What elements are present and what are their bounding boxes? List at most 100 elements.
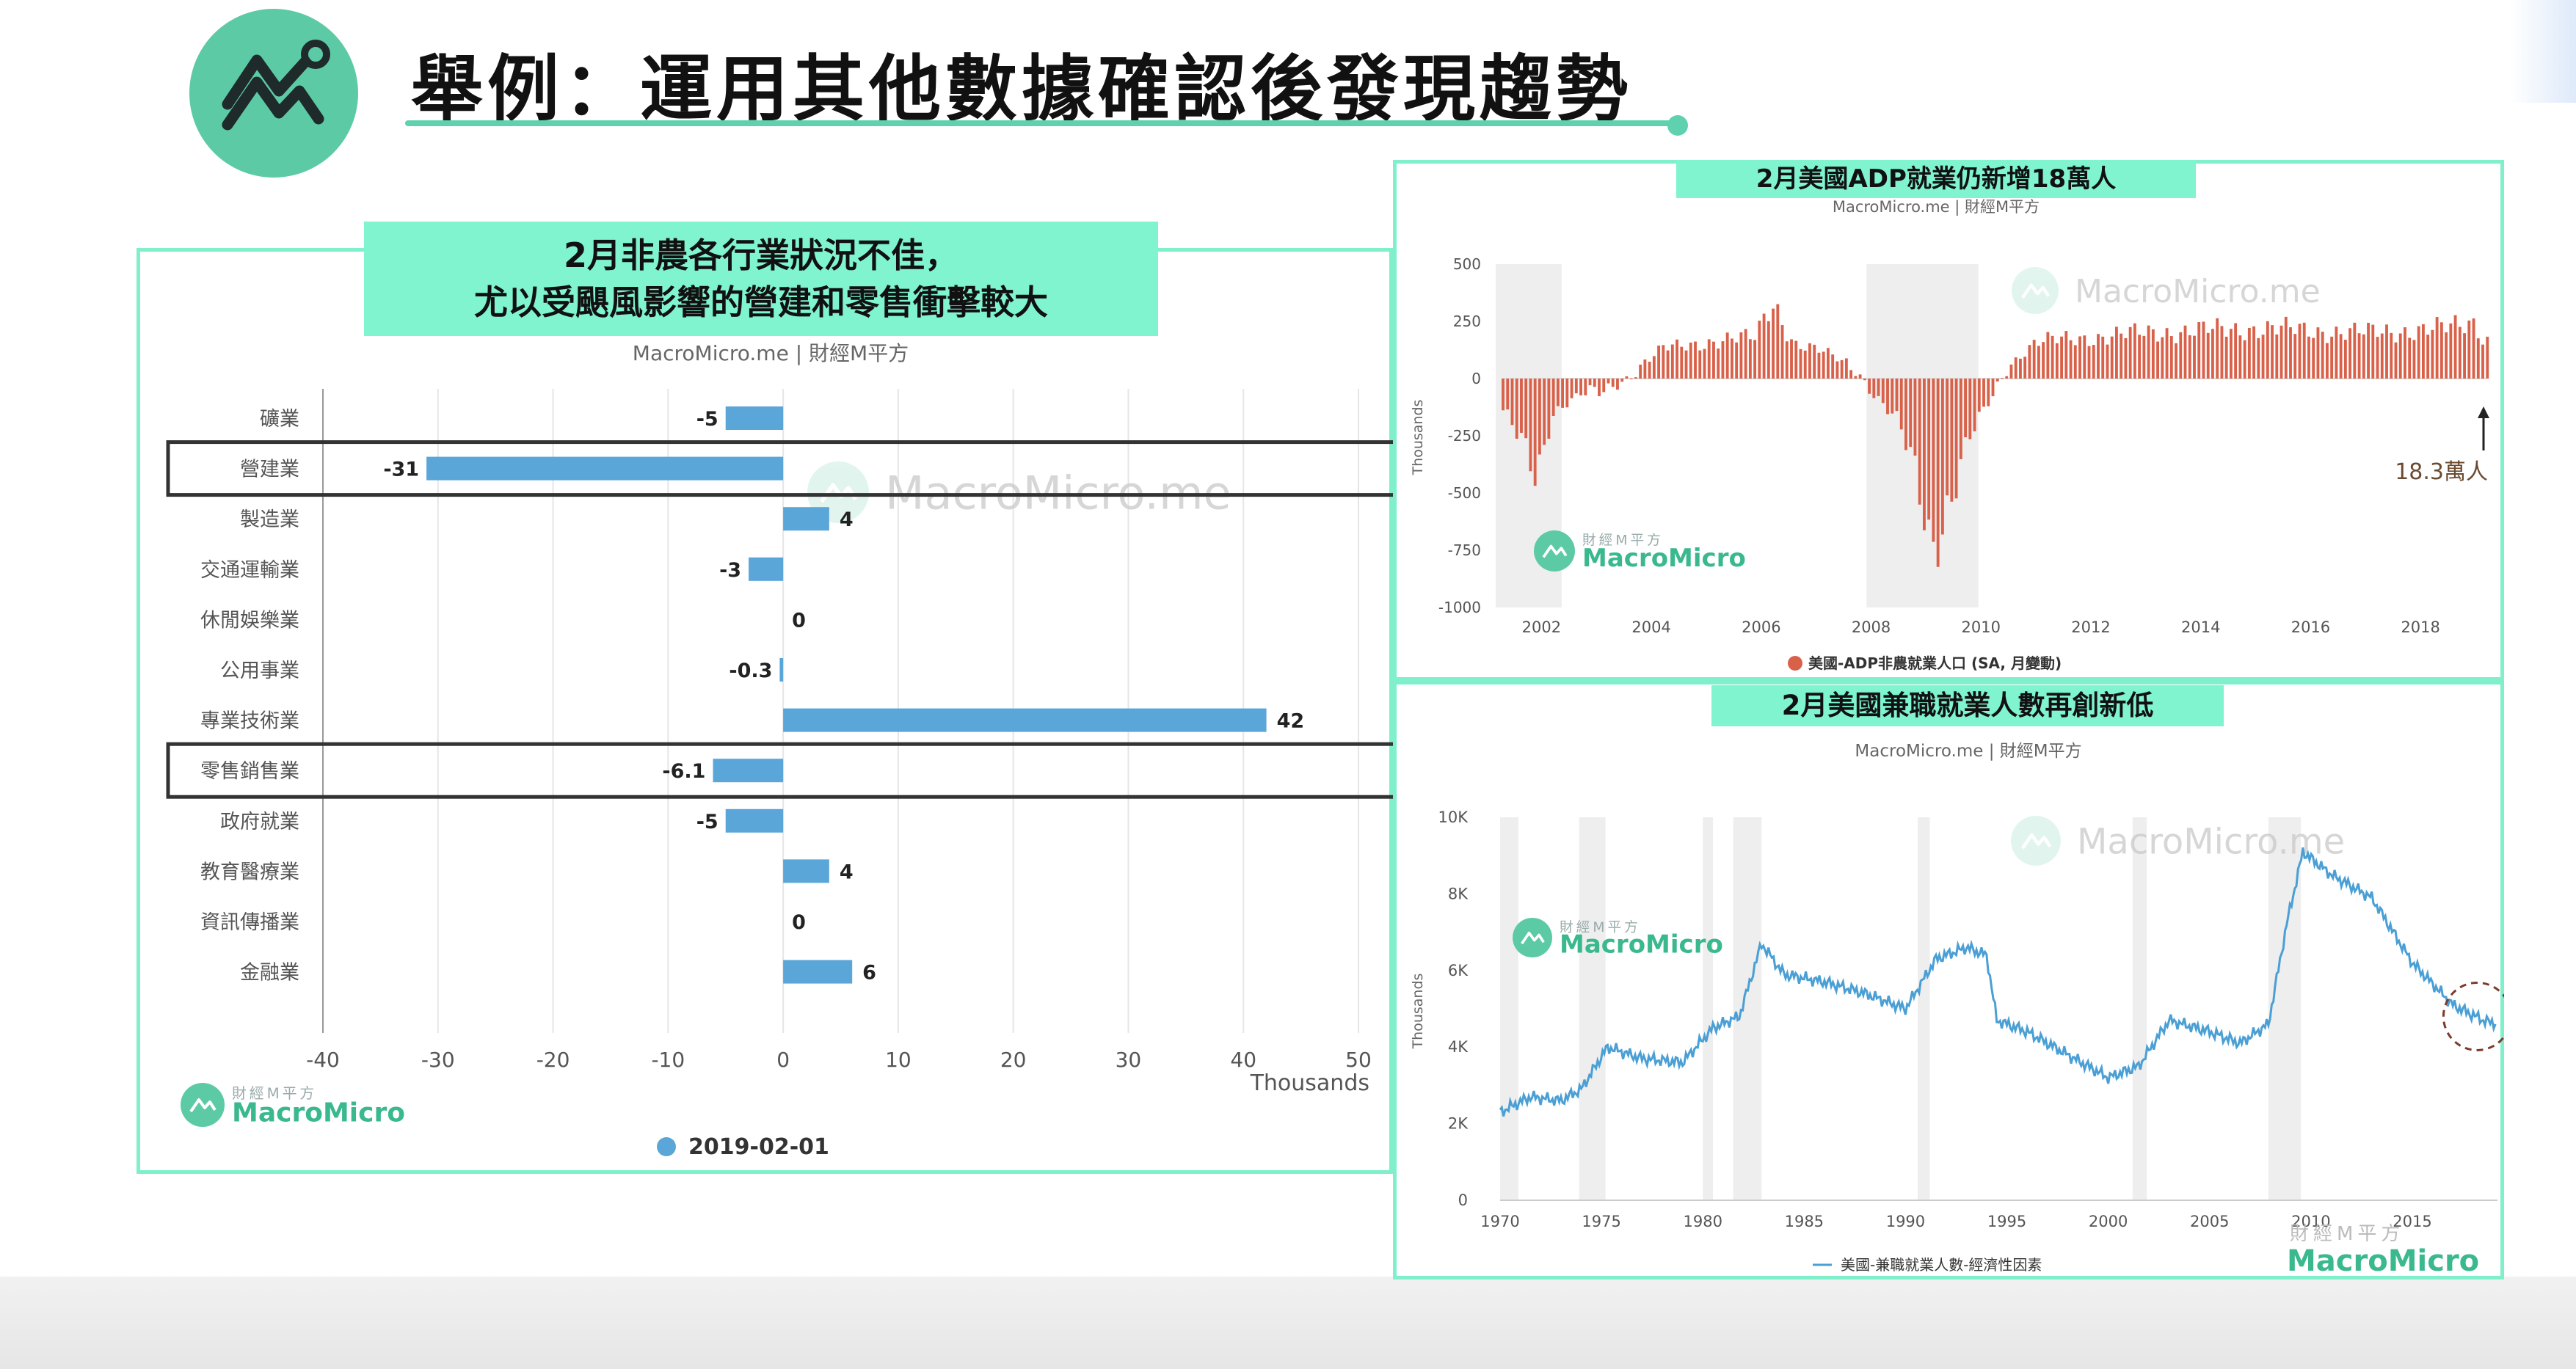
bar [1643,359,1647,379]
bar [2435,317,2439,379]
bar [2357,333,2361,379]
bar [1666,350,1670,379]
parttime-corner-brand-name: MacroMicro [2287,1244,2479,1278]
bar [1725,332,1729,379]
parttime-brand-name: MacroMicro [1560,930,1723,959]
bar [2128,326,2132,379]
bar [1625,376,1629,379]
bar [1835,361,1839,379]
category-label: 資訊傳播業 [200,911,299,934]
x-tick-label: 2006 [1742,618,1780,636]
bar [2092,345,2095,379]
bar [2289,327,2292,379]
bar [2120,333,2123,379]
bar [2257,337,2260,379]
x-tick-label: 2016 [2291,618,2330,636]
bar [1995,379,1999,382]
bar [1744,329,1747,379]
bar [1543,379,1546,445]
bar [1936,379,1940,567]
bar [2202,321,2205,379]
bar [1780,325,1784,379]
parttime-brand-small: 財經M平方 [1560,920,1641,935]
parttime-wm-logo-icon [2020,833,2052,850]
bar [1854,376,1858,379]
series-line [1499,847,2497,1117]
bar [2280,325,2283,379]
bar [2362,334,2365,379]
x-tick-label: 0 [776,1048,790,1072]
nonfarm-subtitle: MacroMicro.me | 財經M平方 [632,341,909,365]
bar [1794,340,1798,379]
bar [2261,335,2265,379]
recession-band [1579,817,1606,1200]
bar [2064,331,2068,379]
bar [1529,379,1532,472]
bar [713,759,784,783]
x-axis-label: Thousands [1250,1070,1369,1096]
nonfarm-watermark: MacroMicro.me [885,466,1231,519]
y-tick-label: 4K [1448,1038,1469,1056]
adp-banner: 2月美國ADP就業仍新增18萬人 [1676,160,2196,198]
parttime-wm-logo [2011,816,2061,866]
bar [2161,337,2164,379]
legend-marker [1788,656,1802,671]
bar [2220,326,2224,379]
bar [1758,321,1761,379]
data-label: 0 [792,609,806,632]
bar [2302,322,2306,379]
bar [2316,327,2320,379]
bar [2247,328,2251,379]
bar [2032,340,2036,379]
bar [1721,341,1725,379]
bar [2339,334,2343,379]
bar [2188,335,2191,379]
bar [1954,379,1958,499]
recession-band [1703,817,1714,1200]
bar [2023,357,2027,379]
bar [1538,379,1541,455]
bar [1698,350,1702,379]
legend-label: 美國-兼職就業人數-經濟性因素 [1841,1256,2042,1274]
bar [1570,379,1573,398]
bar [2046,332,2050,379]
bar [1762,313,1766,379]
bar [1803,350,1807,379]
bar [2110,336,2114,379]
y-tick-label: 0 [1458,1191,1468,1209]
bar [1739,332,1743,379]
bar [2335,326,2338,379]
x-tick-label: 2010 [1962,618,2001,636]
bar [1506,379,1510,410]
bar [1684,350,1688,379]
adp-wm-logo-circle [2012,267,2059,314]
x-tick-label: -40 [306,1048,340,1072]
bar [1790,339,1793,379]
bar [1689,342,1692,379]
bar [1565,379,1569,408]
parttime-corner-brand-small: 財經M平方 [2290,1223,2404,1245]
bar [2408,337,2412,379]
bar [2481,344,2484,379]
bar [1676,339,1678,379]
data-label: -6.1 [662,760,705,783]
bar [1950,379,1954,502]
bar [1510,379,1514,426]
logo [189,9,358,178]
data-label: -5 [696,408,718,431]
bar [2073,345,2077,379]
bar [1703,348,1706,379]
bar [2101,336,2105,379]
bar [2243,340,2246,379]
recession-band [1500,817,1518,1200]
bar [2325,343,2329,379]
y-tick-label: 250 [1453,313,1481,330]
data-label: 4 [840,508,854,531]
bar [2390,332,2393,379]
x-tick-label: 2014 [2181,618,2220,636]
x-tick-label: 2012 [2071,618,2110,636]
title-underline [405,120,1679,126]
bar [2106,344,2109,379]
x-tick-label: 2015 [2393,1213,2431,1230]
